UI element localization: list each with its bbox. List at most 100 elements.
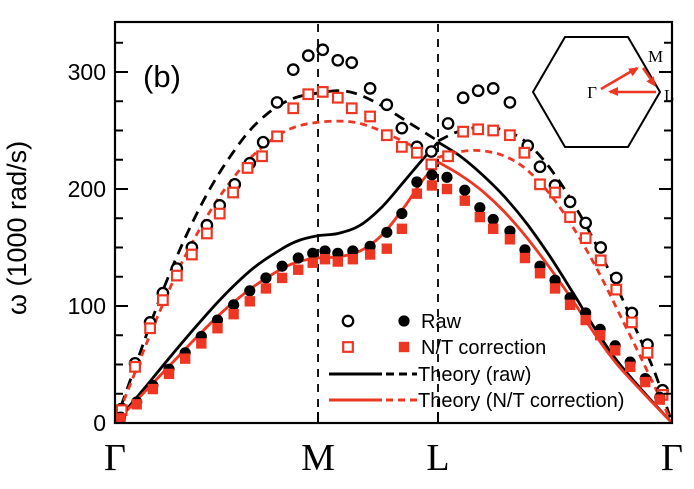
- open-square-marker: [364, 110, 377, 123]
- filled-square-marker: [426, 180, 438, 191]
- filled-circle-marker: [211, 314, 224, 326]
- filled-circle-marker: [426, 169, 438, 181]
- filled-circle-marker: [381, 226, 393, 238]
- open-square-marker: [201, 227, 213, 240]
- open-square-marker: [331, 91, 344, 104]
- filled-square-marker: [332, 256, 343, 267]
- open-circle-marker: [579, 216, 593, 230]
- y-tick-label: 300: [68, 59, 106, 85]
- brillouin-zone-inset: Γ M L: [531, 36, 674, 148]
- open-circle-marker: [301, 49, 315, 62]
- open-square-marker: [457, 125, 470, 138]
- filled-circle-marker: [307, 247, 319, 259]
- open-square-marker: [395, 140, 408, 153]
- filled-square-marker: [609, 345, 621, 356]
- open-circle-marker: [331, 53, 345, 67]
- open-square-marker: [472, 123, 485, 136]
- filled-square-marker: [398, 341, 410, 353]
- inset-m-label: M: [648, 47, 663, 66]
- m-to-l-arrow: [641, 67, 657, 87]
- y-axis-ticks: 0 100 200 300: [68, 41, 672, 436]
- open-square-marker: [518, 146, 531, 159]
- open-square-marker: [380, 129, 393, 142]
- open-square-marker: [594, 254, 607, 267]
- legend-item: Theory (N/T correction): [329, 390, 624, 412]
- open-square-marker: [625, 316, 638, 329]
- series-filled-squares: [115, 180, 665, 424]
- filled-circle-marker: [504, 225, 516, 237]
- filled-circle-marker: [549, 274, 561, 286]
- filled-square-marker: [411, 188, 423, 199]
- open-square-marker: [579, 232, 592, 245]
- series-raw-theory-solid: [113, 141, 674, 424]
- filled-circle-marker: [244, 285, 256, 297]
- open-circle-marker: [486, 82, 500, 95]
- filled-circle-marker: [396, 207, 408, 220]
- filled-square-marker: [179, 353, 191, 364]
- open-square-marker: [345, 102, 358, 115]
- open-square-marker: [410, 146, 423, 159]
- series-open-squares: [115, 85, 669, 417]
- open-square-marker: [534, 178, 546, 191]
- x-point-label: M: [301, 437, 335, 479]
- y-tick-label: 200: [68, 176, 106, 202]
- filled-circle-marker: [332, 247, 344, 259]
- open-circle-marker: [341, 314, 355, 328]
- filled-square-marker: [564, 299, 576, 311]
- open-circle-marker: [316, 43, 330, 57]
- legend-item: Theory (raw): [329, 364, 531, 386]
- y-tick-label: 0: [93, 410, 106, 436]
- open-square-marker: [487, 124, 500, 137]
- filled-circle-marker: [459, 184, 471, 196]
- open-circle-marker: [395, 121, 409, 135]
- theory-curve: [437, 148, 674, 424]
- open-square-marker: [316, 85, 329, 98]
- open-square-marker: [287, 102, 300, 115]
- filled-square-marker: [459, 195, 470, 206]
- filled-square-marker: [147, 383, 159, 395]
- filled-square-marker: [549, 283, 561, 294]
- filled-square-marker: [381, 243, 393, 254]
- filled-square-marker: [364, 249, 376, 260]
- filled-circle-marker: [292, 252, 304, 264]
- open-square-marker: [442, 150, 454, 163]
- filled-square-marker: [347, 254, 359, 265]
- open-circle-marker: [563, 195, 577, 209]
- legend-label: Theory (N/T correction): [418, 390, 624, 412]
- open-square-marker: [144, 322, 156, 335]
- open-circle-marker: [256, 135, 270, 149]
- hexagon-outline: [531, 36, 662, 148]
- gamma-to-m-arrow: [600, 66, 639, 91]
- filled-square-marker: [307, 257, 318, 268]
- filled-circle-marker: [319, 245, 331, 257]
- x-point-label: L: [426, 437, 449, 479]
- open-circle-marker: [456, 91, 470, 105]
- open-circle-marker: [425, 145, 438, 158]
- filled-square-marker: [115, 413, 126, 424]
- open-circle-marker: [441, 117, 455, 130]
- filled-square-marker: [212, 323, 223, 334]
- open-square-marker: [157, 294, 169, 307]
- filled-circle-marker: [364, 240, 376, 252]
- open-square-marker: [256, 150, 268, 163]
- legend-label: Raw: [421, 311, 462, 333]
- open-circle-marker: [380, 98, 394, 112]
- filled-square-marker: [580, 314, 591, 326]
- open-square-marker: [504, 129, 516, 142]
- filled-circle-marker: [474, 202, 486, 214]
- filled-square-marker: [228, 308, 239, 320]
- open-circle-marker: [594, 241, 608, 254]
- filled-square-marker: [244, 296, 255, 307]
- filled-circle-marker: [276, 260, 288, 272]
- open-square-marker: [213, 207, 226, 220]
- open-circle-marker: [533, 160, 547, 174]
- open-circle-marker: [286, 63, 300, 77]
- y-tick-label: 100: [68, 293, 106, 319]
- open-square-marker: [564, 211, 576, 223]
- theory-curve: [437, 160, 674, 424]
- open-square-marker: [342, 341, 354, 353]
- filled-square-marker: [276, 272, 288, 284]
- x-point-label: Γ: [661, 437, 683, 479]
- filled-circle-marker: [228, 299, 240, 311]
